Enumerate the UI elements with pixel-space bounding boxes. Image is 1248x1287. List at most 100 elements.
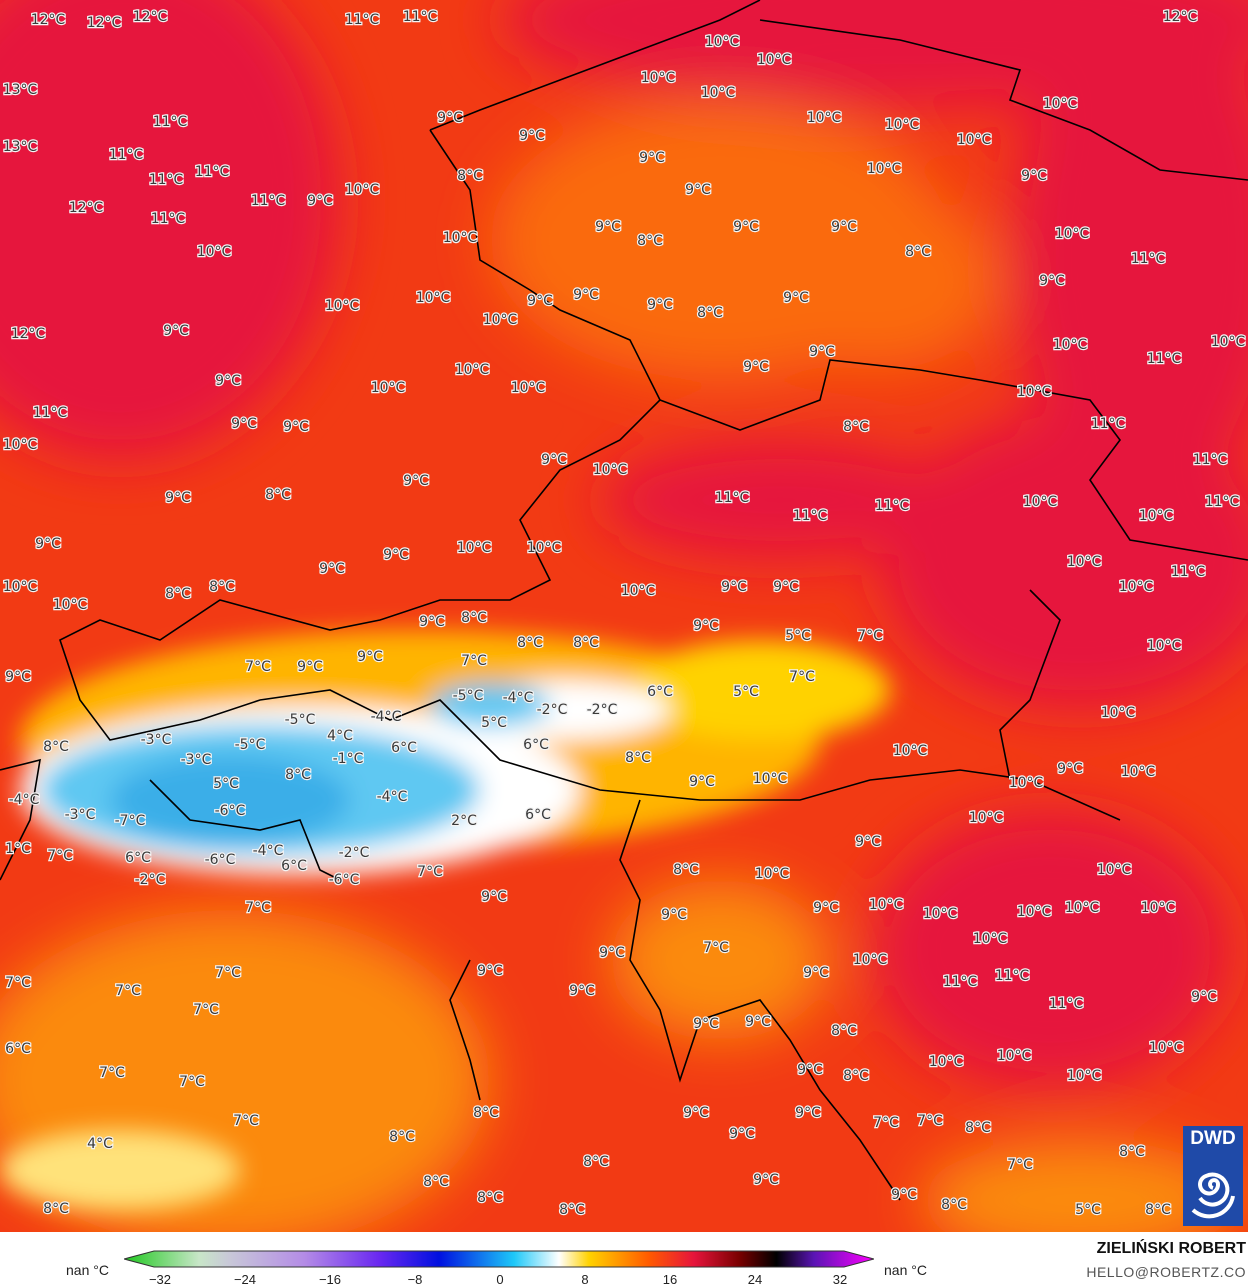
- temperature-label: -3°C: [65, 807, 96, 823]
- temperature-label: 9°C: [1039, 273, 1065, 289]
- temperature-label: 10°C: [1211, 334, 1246, 350]
- temperature-label: 9°C: [573, 287, 599, 303]
- temperature-label: 9°C: [693, 1016, 719, 1032]
- credit-email: HELLO@ROBERTZ.CO: [1086, 1264, 1246, 1280]
- temperature-label: 9°C: [319, 561, 345, 577]
- temperature-label: 8°C: [637, 233, 663, 249]
- temperature-label: 8°C: [43, 1201, 69, 1217]
- temperature-label: -3°C: [141, 732, 172, 748]
- temperature-label: 10°C: [511, 380, 546, 396]
- temperature-label: 10°C: [867, 161, 902, 177]
- temperature-label: 8°C: [209, 579, 235, 595]
- temperature-label: 10°C: [1101, 705, 1136, 721]
- temperature-label: 11°C: [345, 12, 380, 28]
- temperature-label: 11°C: [33, 405, 68, 421]
- temperature-label: 10°C: [457, 540, 492, 556]
- temperature-label: 9°C: [809, 344, 835, 360]
- temperature-label: 10°C: [593, 462, 628, 478]
- temperature-label: 9°C: [647, 297, 673, 313]
- temperature-label: 9°C: [683, 1105, 709, 1121]
- temperature-label: 7°C: [789, 669, 815, 685]
- temperature-label: 10°C: [705, 34, 740, 50]
- temperature-label: 8°C: [559, 1202, 585, 1218]
- temperature-label: 10°C: [621, 583, 656, 599]
- temperature-label: 8°C: [965, 1120, 991, 1136]
- temperature-label: 9°C: [599, 945, 625, 961]
- temperature-label: 11°C: [251, 193, 286, 209]
- temperature-label: 10°C: [929, 1054, 964, 1070]
- temperature-label: 10°C: [1119, 579, 1154, 595]
- temperature-label: -4°C: [371, 709, 402, 725]
- temperature-label: 10°C: [1139, 508, 1174, 524]
- temperature-label: 7°C: [179, 1074, 205, 1090]
- temperature-label: 9°C: [383, 547, 409, 563]
- temperature-label: 8°C: [285, 767, 311, 783]
- temperature-label: 6°C: [525, 807, 551, 823]
- temperature-label: 10°C: [869, 897, 904, 913]
- temperature-label: 9°C: [595, 219, 621, 235]
- temperature-label: 9°C: [437, 110, 463, 126]
- temperature-label: 8°C: [423, 1174, 449, 1190]
- temperature-label: 8°C: [517, 635, 543, 651]
- temperature-label: 6°C: [391, 740, 417, 756]
- temperature-label: 9°C: [813, 900, 839, 916]
- temperature-label: 8°C: [1119, 1144, 1145, 1160]
- country-borders: [0, 0, 1248, 1201]
- temperature-label: 10°C: [973, 931, 1008, 947]
- temperature-label: 8°C: [625, 750, 651, 766]
- temperature-label: 10°C: [527, 540, 562, 556]
- temperature-label: 9°C: [831, 219, 857, 235]
- temperature-label: 11°C: [943, 974, 978, 990]
- temperature-label: 9°C: [733, 219, 759, 235]
- temperature-label: 10°C: [753, 771, 788, 787]
- temperature-label: 10°C: [1017, 904, 1052, 920]
- temperature-label: 10°C: [455, 362, 490, 378]
- temperature-map: 12°C 12°C 12°C 11°C 11°C 12°C 10°C 10°C 10°C 10°C…: [0, 0, 1248, 1232]
- temperature-label: 11°C: [1131, 251, 1166, 267]
- temperature-label: 10°C: [701, 85, 736, 101]
- temperature-label: 9°C: [721, 579, 747, 595]
- temperature-label: 10°C: [1097, 862, 1132, 878]
- temperature-label: 10°C: [1067, 1068, 1102, 1084]
- temperature-label: 9°C: [35, 536, 61, 552]
- temperature-label: 12°C: [11, 326, 46, 342]
- temperature-label: 11°C: [1147, 351, 1182, 367]
- temperature-label: 10°C: [1149, 1040, 1184, 1056]
- temperature-label: 10°C: [755, 866, 790, 882]
- temperature-label: 7°C: [857, 628, 883, 644]
- temperature-label: 5°C: [213, 776, 239, 792]
- temperature-label: 8°C: [941, 1197, 967, 1213]
- temperature-label: 10°C: [1067, 554, 1102, 570]
- temperature-label: 4°C: [327, 728, 353, 744]
- temperature-label: 6°C: [523, 737, 549, 753]
- temperature-label: 10°C: [1053, 337, 1088, 353]
- temperature-label: 10°C: [853, 952, 888, 968]
- temperature-label: 9°C: [283, 419, 309, 435]
- temperature-label: 10°C: [997, 1048, 1032, 1064]
- temperature-label: 8°C: [831, 1023, 857, 1039]
- temperature-label: 9°C: [569, 983, 595, 999]
- temperature-label: -7°C: [115, 813, 146, 829]
- temperature-label: 8°C: [673, 862, 699, 878]
- temperature-label: 9°C: [661, 907, 687, 923]
- temperature-label: 9°C: [215, 373, 241, 389]
- temperature-label: 8°C: [697, 305, 723, 321]
- temperature-label: 8°C: [905, 244, 931, 260]
- legend-tick: −32: [148, 1272, 172, 1287]
- temperature-label: 12°C: [31, 12, 66, 28]
- temperature-label: 9°C: [307, 193, 333, 209]
- temperature-label: 9°C: [403, 473, 429, 489]
- temperature-label: 10°C: [53, 597, 88, 613]
- temperature-label: 7°C: [115, 983, 141, 999]
- temperature-label: 9°C: [541, 452, 567, 468]
- temperature-label: -3°C: [181, 752, 212, 768]
- temperature-label: 8°C: [1145, 1202, 1171, 1218]
- temperature-labels: 12°C 12°C 12°C 11°C 11°C 12°C 10°C 10°C 10°C 10°C…: [2, 8, 1247, 1219]
- temperature-label: 7°C: [245, 659, 271, 675]
- temperature-label: 9°C: [803, 965, 829, 981]
- temperature-label: 11°C: [1193, 452, 1228, 468]
- temperature-label: 11°C: [195, 164, 230, 180]
- temperature-label: 8°C: [43, 739, 69, 755]
- temperature-label: 8°C: [461, 610, 487, 626]
- temperature-label: 9°C: [745, 1014, 771, 1030]
